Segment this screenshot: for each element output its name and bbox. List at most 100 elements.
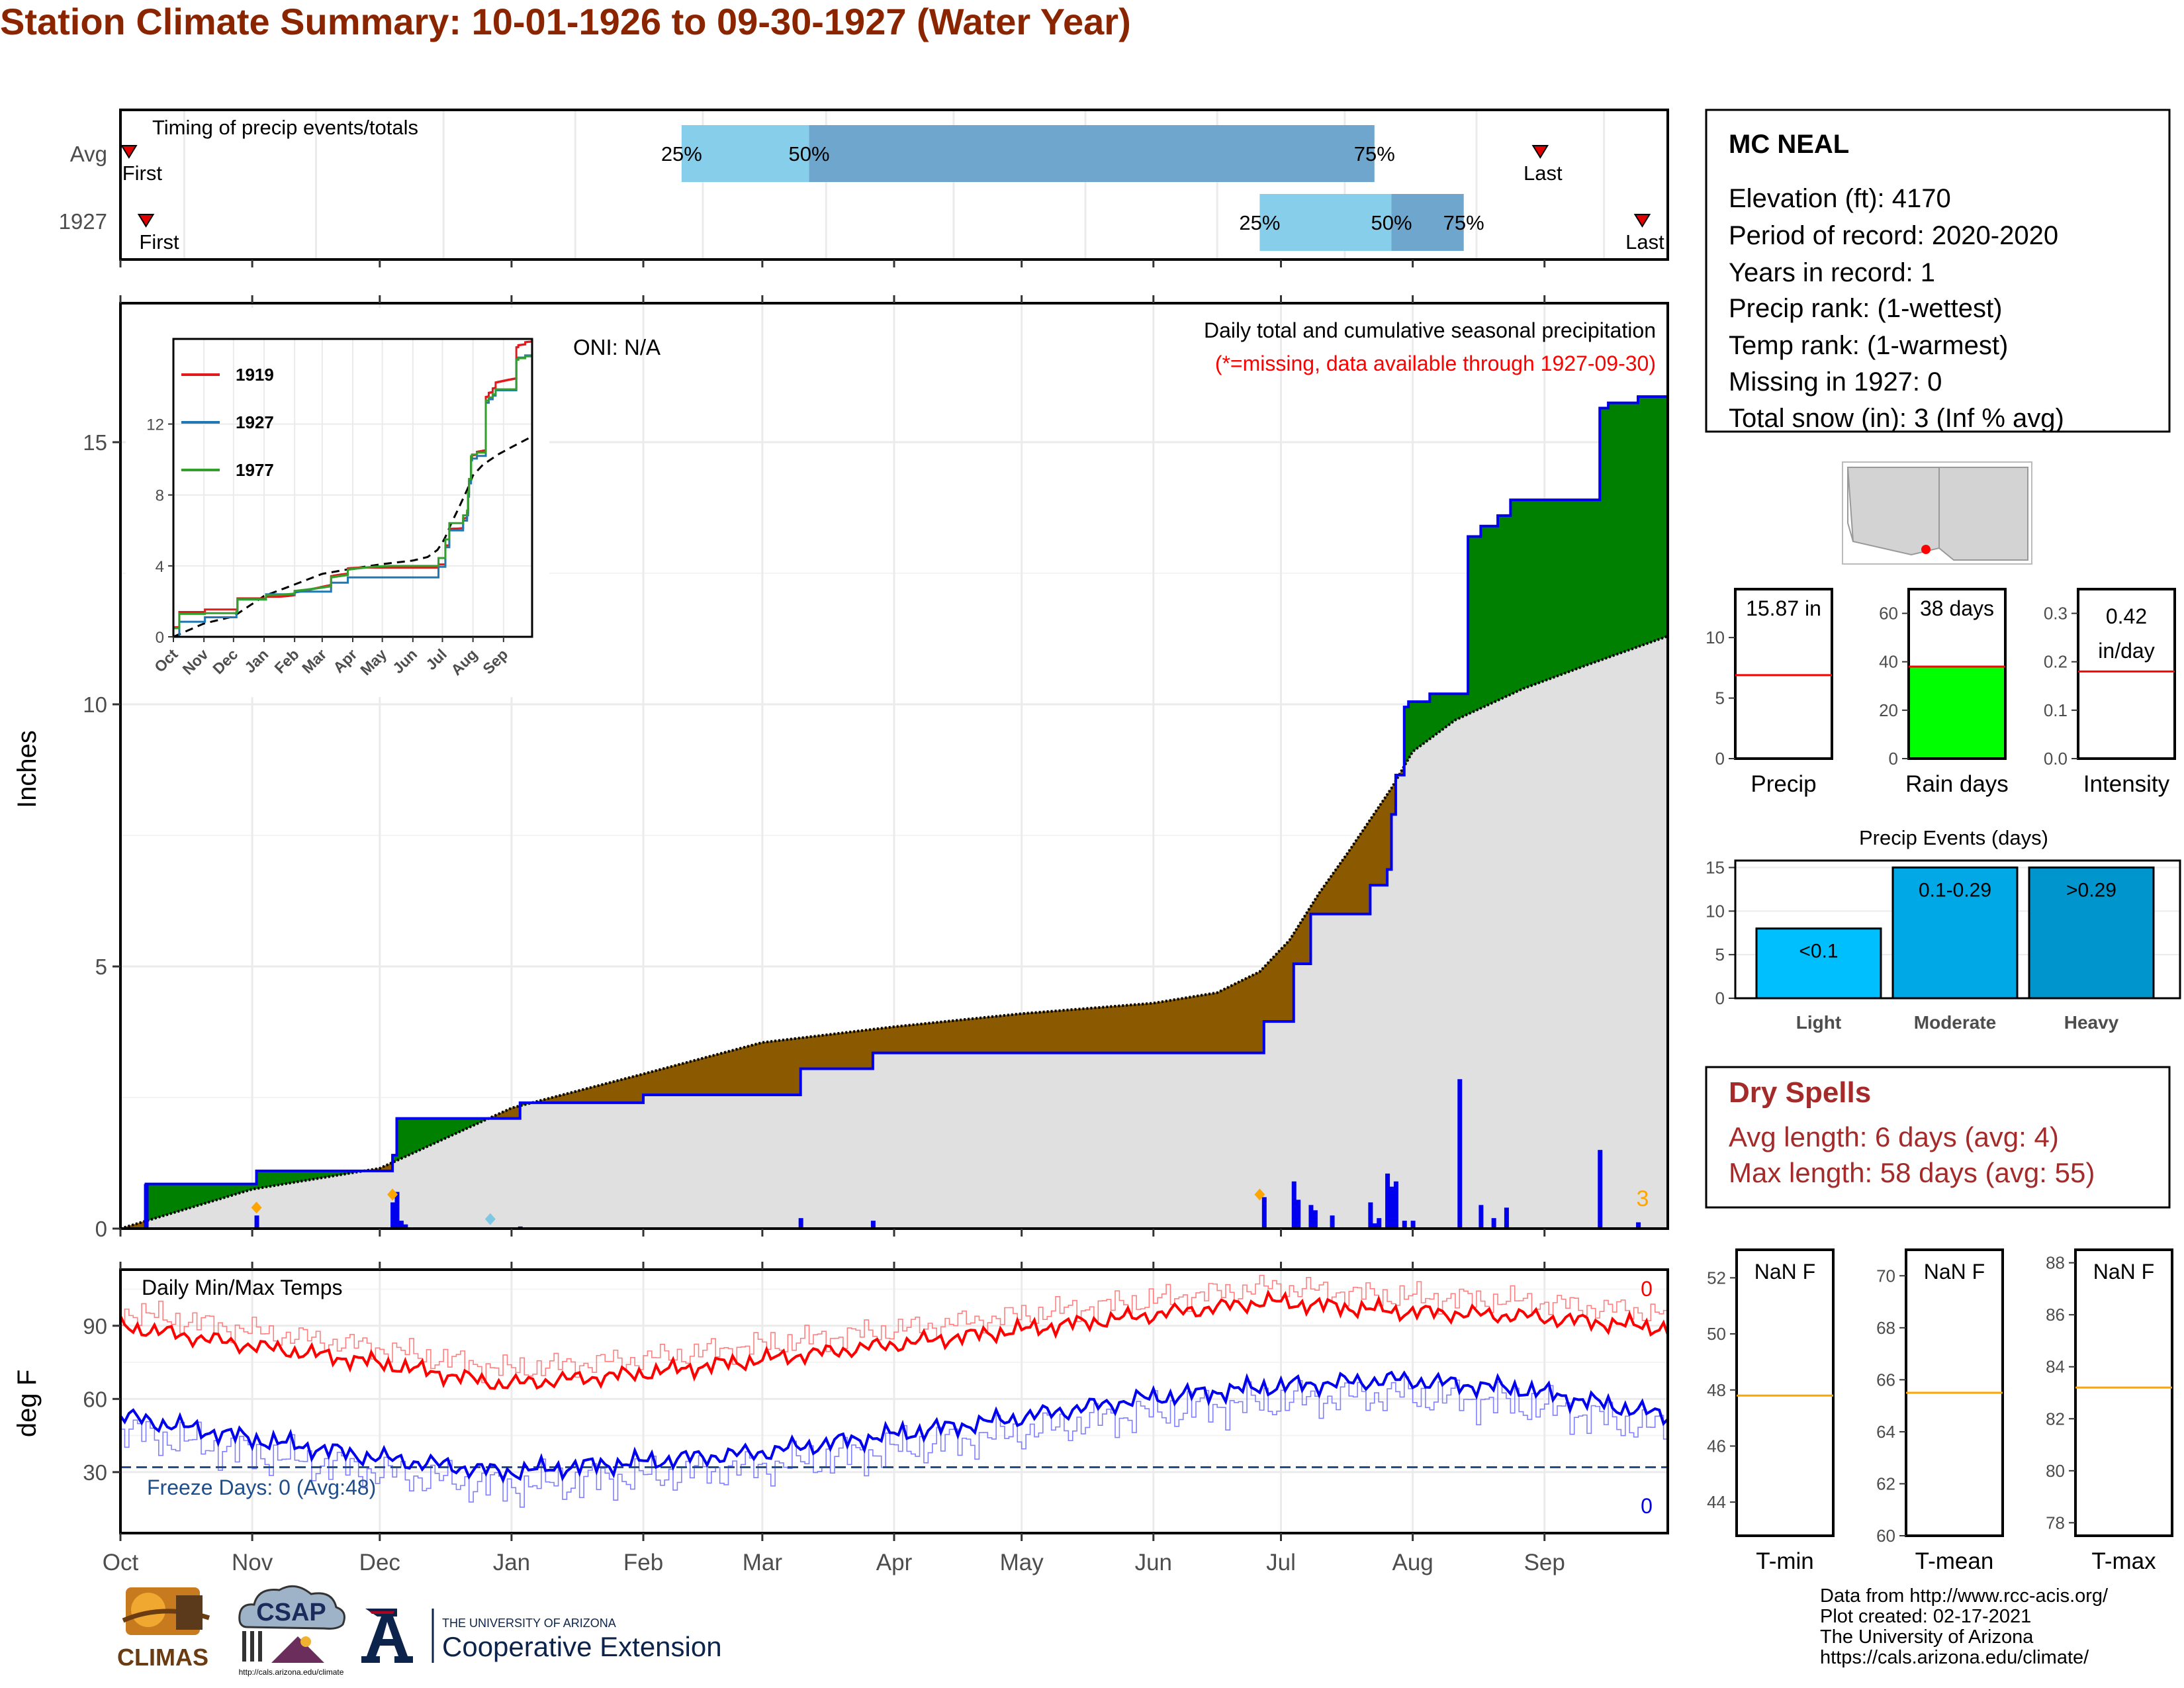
month-label: Dec bbox=[359, 1550, 400, 1575]
above-average-segment bbox=[1625, 402, 1630, 652]
above-average-segment bbox=[1420, 701, 1426, 746]
below-average-segment bbox=[897, 1025, 903, 1054]
above-average-segment bbox=[277, 1170, 283, 1186]
events-bar-moderate bbox=[1891, 867, 2019, 1000]
below-average-segment bbox=[690, 1060, 695, 1096]
below-average-segment bbox=[1102, 1006, 1107, 1054]
below-average-segment bbox=[839, 1032, 844, 1069]
precip-ytick-label: 0 bbox=[1715, 749, 1725, 769]
above-average-segment bbox=[1459, 693, 1465, 719]
daily-precip-bar bbox=[1504, 1207, 1509, 1229]
below-average-segment bbox=[1046, 1011, 1052, 1054]
timing-first-label: First bbox=[122, 162, 163, 185]
below-average-segment bbox=[1246, 975, 1252, 1054]
freeze-days-label: Freeze Days: 0 (Avg:48) bbox=[147, 1476, 376, 1499]
below-average-segment bbox=[991, 1015, 997, 1054]
rain_days-box bbox=[1907, 588, 2007, 760]
below-average-segment bbox=[1153, 1002, 1158, 1054]
inset-ytick-label: 12 bbox=[146, 416, 164, 434]
below-average-segment bbox=[792, 1038, 797, 1096]
station-years: Years in record: 1 bbox=[1729, 258, 1936, 287]
month-label: Aug bbox=[1392, 1550, 1433, 1575]
timing-p25-label: 25% bbox=[661, 142, 702, 165]
below-average-segment bbox=[736, 1047, 742, 1096]
above-average-segment bbox=[1506, 515, 1511, 697]
intensity-value-label: 0.42 bbox=[2106, 604, 2147, 628]
daily-precip-bar bbox=[1368, 1202, 1373, 1229]
events-ytick-label: 5 bbox=[1715, 945, 1725, 964]
temp-box-ytick-label: 78 bbox=[2046, 1513, 2065, 1532]
above-average-segment bbox=[179, 1184, 185, 1211]
below-average-segment bbox=[1157, 1001, 1163, 1054]
credit-plot-date: Plot created: 02-17-2021 bbox=[1820, 1606, 2032, 1627]
timing-bar-q1 bbox=[1259, 194, 1392, 251]
above-average-segment bbox=[273, 1170, 279, 1186]
precip-ytick-label: 0 bbox=[95, 1217, 107, 1241]
below-average-segment bbox=[783, 1039, 788, 1096]
above-average-segment bbox=[413, 1118, 419, 1154]
below-average-segment bbox=[804, 1036, 810, 1069]
temp-box-value: NaN F bbox=[2093, 1260, 2154, 1284]
above-average-segment bbox=[175, 1184, 181, 1213]
below-average-segment bbox=[634, 1074, 640, 1103]
below-average-segment bbox=[800, 1037, 805, 1069]
inset-legend-label: 1919 bbox=[236, 365, 274, 385]
temp-box-value: NaN F bbox=[1924, 1260, 1985, 1284]
above-average-segment bbox=[226, 1184, 232, 1197]
below-average-segment bbox=[1089, 1008, 1095, 1054]
above-average-segment bbox=[1629, 402, 1635, 651]
below-average-segment bbox=[604, 1082, 610, 1103]
precip-label: Precip bbox=[1751, 771, 1816, 797]
svg-text:http://cals.arizona.edu/climat: http://cals.arizona.edu/climate bbox=[239, 1667, 344, 1677]
below-average-segment bbox=[1170, 999, 1175, 1054]
below-average-segment bbox=[753, 1043, 758, 1096]
below-average-segment bbox=[1285, 939, 1290, 1022]
below-average-segment bbox=[1212, 992, 1218, 1054]
above-average-segment bbox=[1659, 396, 1664, 640]
above-average-segment bbox=[439, 1118, 444, 1142]
below-average-segment bbox=[1225, 986, 1230, 1054]
daily-precip-bar bbox=[1410, 1221, 1416, 1229]
above-average-segment bbox=[209, 1184, 214, 1203]
above-average-segment bbox=[1437, 693, 1443, 733]
below-average-segment bbox=[609, 1081, 614, 1103]
below-average-segment bbox=[876, 1027, 882, 1054]
below-average-segment bbox=[1272, 953, 1277, 1022]
timing-first-label: First bbox=[139, 230, 179, 254]
events-ytick-label: 10 bbox=[1706, 901, 1725, 921]
rain-days-value-label: 38 days bbox=[1920, 596, 1994, 620]
below-average-segment bbox=[1008, 1014, 1014, 1054]
station-precip-rank: Precip rank: (1-wettest) bbox=[1729, 294, 2003, 323]
above-average-segment bbox=[1433, 693, 1439, 737]
below-average-segment bbox=[1344, 850, 1349, 915]
temp-panel: 30 60 90 Daily Min/Max Temps Freeze Days: … bbox=[13, 1262, 1669, 1575]
below-average-segment bbox=[685, 1061, 691, 1096]
below-average-segment bbox=[1118, 1005, 1124, 1054]
below-average-segment bbox=[719, 1052, 725, 1096]
above-average-segment bbox=[1518, 499, 1524, 691]
below-average-segment bbox=[902, 1025, 907, 1054]
above-average-segment bbox=[1595, 499, 1600, 663]
above-average-segment bbox=[154, 1184, 159, 1219]
below-average-segment bbox=[643, 1072, 648, 1096]
snow-event-marker bbox=[251, 1201, 262, 1214]
timing-bar-q2 bbox=[1391, 194, 1464, 251]
below-average-segment bbox=[1336, 862, 1341, 915]
inset-ytick-label: 0 bbox=[156, 629, 164, 647]
below-average-segment bbox=[1199, 994, 1205, 1054]
below-average-segment bbox=[809, 1036, 814, 1069]
below-average-segment bbox=[970, 1017, 976, 1054]
intensity-ytick-label: 0.3 bbox=[2044, 604, 2068, 624]
above-average-segment bbox=[409, 1118, 414, 1156]
rain_days-ytick-label: 0 bbox=[1889, 749, 1898, 769]
below-average-segment bbox=[625, 1076, 631, 1103]
above-average-segment bbox=[1539, 499, 1545, 683]
above-average-segment bbox=[1650, 396, 1656, 643]
daily-precip-bar bbox=[1291, 1181, 1297, 1229]
below-average-segment bbox=[1178, 998, 1184, 1054]
above-average-segment bbox=[1502, 515, 1507, 699]
below-average-segment bbox=[983, 1017, 988, 1054]
temp-box-ytick-label: 82 bbox=[2046, 1409, 2065, 1429]
below-average-segment bbox=[592, 1085, 597, 1103]
